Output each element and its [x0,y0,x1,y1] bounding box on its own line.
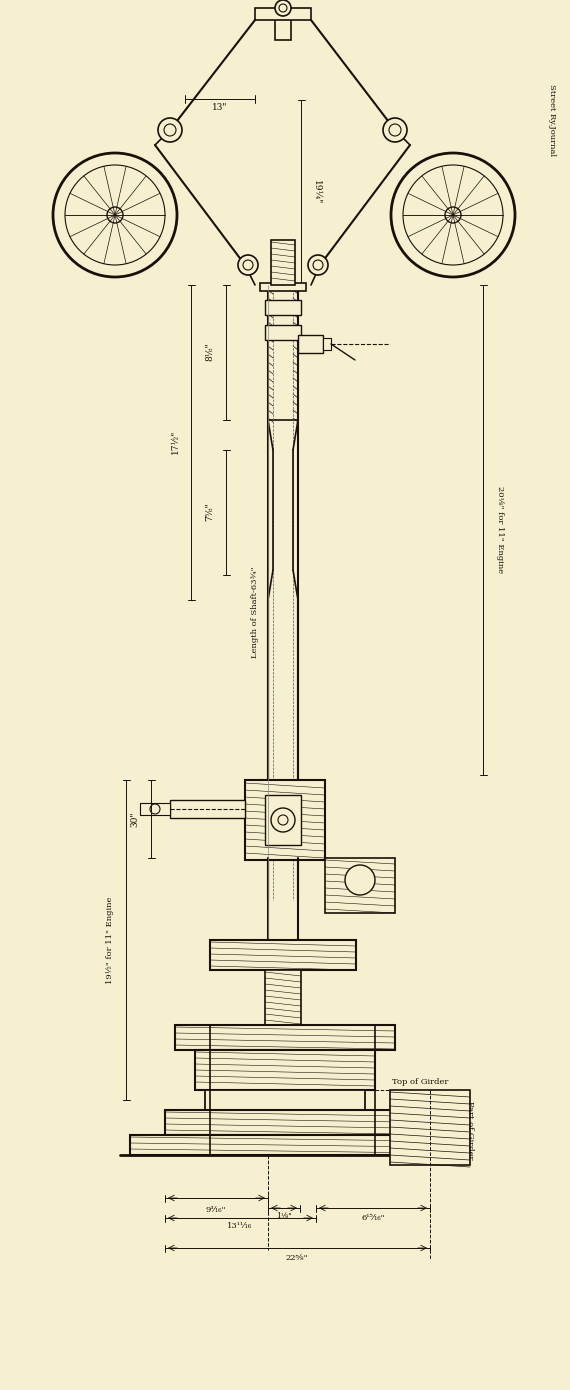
Circle shape [271,808,295,833]
Bar [325,858,395,913]
Text: 17½": 17½" [170,430,180,455]
Text: 1⅛": 1⅛" [276,1212,292,1220]
Text: 30": 30" [131,812,140,827]
Text: 20⅛" for 11" Engine: 20⅛" for 11" Engine [496,486,504,574]
Bar [195,1049,375,1090]
Circle shape [238,254,258,275]
Text: Top of Girder: Top of Girder [392,1079,448,1086]
Bar [140,803,170,815]
Text: Length of Shaft-63¾": Length of Shaft-63¾" [251,566,259,657]
Circle shape [279,4,287,13]
Circle shape [278,815,288,826]
Bar [275,10,291,40]
Circle shape [313,260,323,270]
Circle shape [308,254,328,275]
Circle shape [65,165,165,265]
Circle shape [391,153,515,277]
Circle shape [243,260,253,270]
Circle shape [107,207,123,222]
Bar [210,940,356,970]
Bar [170,801,245,817]
Bar [271,240,295,285]
Text: 13¹¹⁄₁₆: 13¹¹⁄₁₆ [227,1222,253,1230]
Bar [130,1136,430,1155]
Circle shape [383,118,407,142]
Bar [323,338,331,350]
Bar [268,285,298,420]
Circle shape [164,124,176,136]
Bar [175,1024,395,1049]
Bar [260,284,306,291]
Text: Part of Girder: Part of Girder [466,1101,474,1159]
Circle shape [403,165,503,265]
Bar [298,335,323,353]
Circle shape [53,153,177,277]
Circle shape [389,124,401,136]
Circle shape [158,118,182,142]
Text: 19½" for 11" Engine: 19½" for 11" Engine [106,897,114,984]
Text: 8⅛": 8⅛" [206,343,214,361]
Circle shape [345,865,375,895]
Text: 13": 13" [212,103,228,111]
Text: 22⅝": 22⅝" [286,1254,308,1262]
Circle shape [150,803,160,815]
Text: Street Ry.Journal: Street Ry.Journal [548,83,556,156]
Bar [165,1111,400,1136]
Bar [205,1090,365,1111]
Bar [390,1090,470,1165]
Circle shape [275,0,291,17]
Text: 19¼": 19¼" [311,179,320,204]
Bar [265,795,301,845]
Bar [255,8,311,19]
Circle shape [445,207,461,222]
Text: 9³⁄₁₆": 9³⁄₁₆" [206,1207,226,1213]
Bar [245,780,325,860]
Bar [265,970,301,1024]
Text: 7⅝": 7⅝" [206,503,214,521]
Bar [265,325,301,341]
Bar [265,300,301,316]
Text: 6¹⁵⁄₁₆": 6¹⁵⁄₁₆" [361,1213,385,1222]
